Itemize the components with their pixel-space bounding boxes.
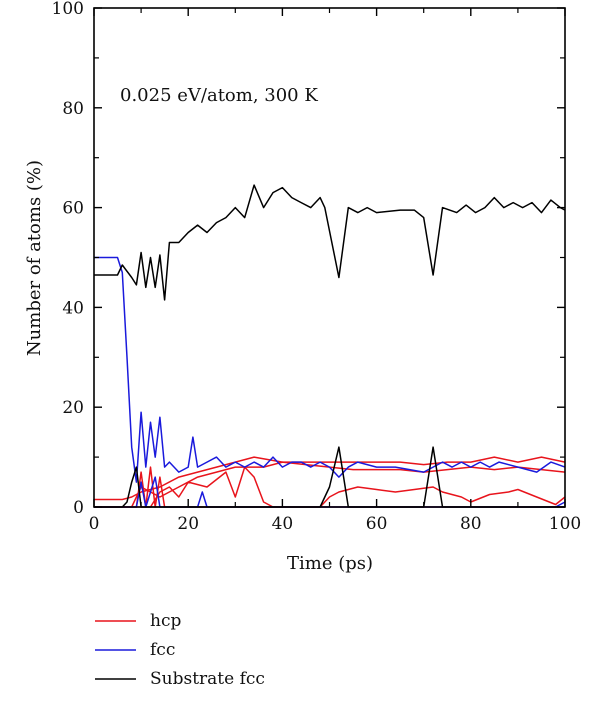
x-tick-label: 40: [272, 514, 294, 534]
x-tick-label: 20: [177, 514, 199, 534]
annotation: 0.025 eV/atom, 300 K: [120, 85, 318, 106]
ticks-layer: 0 20 40 60 80 100 0 20 40 60 80 100: [52, 0, 582, 534]
legend-label-hcp: hcp: [150, 611, 181, 631]
y-tick-label: 0: [73, 498, 84, 518]
x-axis-label: Time (ps): [287, 553, 373, 574]
legend: hcp fcc Substrate fcc: [95, 611, 265, 689]
series-line-fcc-4: [94, 256, 566, 483]
plot-frame: [93, 7, 566, 508]
y-tick-label: 60: [62, 199, 84, 219]
x-tick-label: 60: [366, 514, 388, 534]
series-layer: [94, 184, 566, 508]
x-tick-label: 80: [460, 514, 482, 534]
x-tick-label: 0: [89, 514, 100, 534]
x-tick-label: 100: [549, 514, 581, 534]
y-tick-label: 20: [62, 398, 84, 418]
y-tick-label: 80: [62, 99, 84, 119]
series-line-hcp-2: [94, 466, 566, 508]
y-axis-label: Number of atoms (%): [24, 160, 45, 356]
series-line-substrate-fcc-6: [94, 184, 566, 301]
series-line-substrate-fcc-7: [94, 446, 565, 508]
y-tick-label: 40: [62, 298, 84, 318]
legend-label-fcc: fcc: [150, 640, 175, 660]
y-tick-label: 100: [52, 0, 84, 19]
legend-label-substrate-fcc: Substrate fcc: [150, 669, 265, 689]
